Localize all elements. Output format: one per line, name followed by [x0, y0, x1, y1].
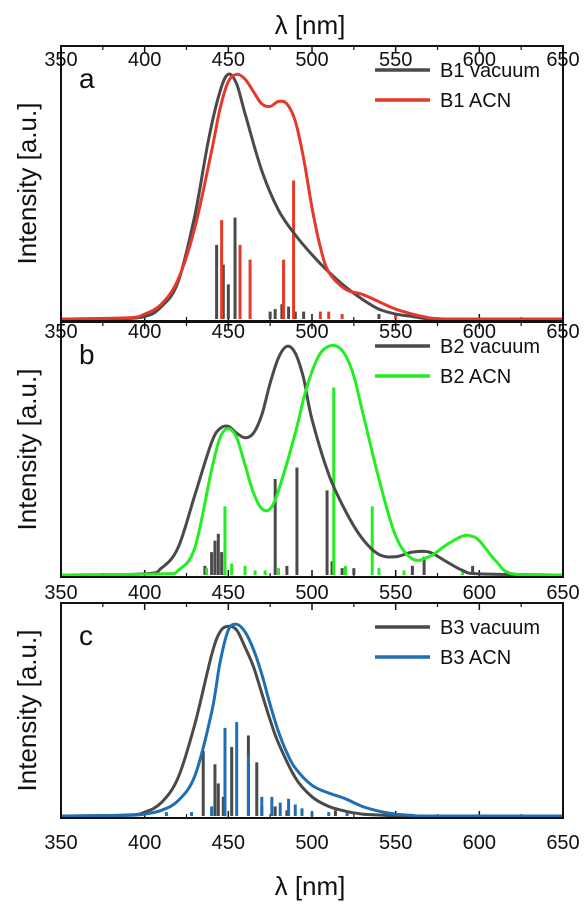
plot-frame — [60, 321, 564, 578]
top-x-tick-label: 350 — [44, 49, 77, 71]
panels-group: 350 400 450 500 550 600 650 350 400 450 500 550 600 6… — [12, 45, 580, 854]
x-tick-label: 550 — [379, 582, 412, 604]
plot-area — [62, 343, 562, 576]
panel-letter: a — [79, 63, 95, 94]
plot-frame — [60, 45, 564, 322]
y-axis-title: Intensity [a.u.] — [12, 630, 42, 792]
x-tick-label: 550 — [379, 832, 412, 854]
legend: B1 vacuum B1 ACN — [375, 60, 540, 112]
series-line-b1-acn — [62, 72, 562, 320]
legend-label: B3 vacuum — [440, 617, 540, 639]
series-line-b3-vacuum — [62, 624, 562, 817]
bottom-x-axis-title: λ [nm] — [275, 871, 346, 901]
x-tick-label: 350 — [44, 582, 77, 604]
panel-b: 350 400 450 500 550 600 650 Intensity [a.u.] b B2… — [12, 321, 580, 604]
x-tick-label: 500 — [295, 321, 328, 343]
x-tick-label: 450 — [212, 832, 245, 854]
top-x-tick-label: 600 — [463, 49, 496, 71]
x-tick-label: 600 — [463, 321, 496, 343]
legend: B3 vacuum B3 ACN — [375, 617, 540, 669]
plot-area — [62, 72, 562, 320]
panel-letter: b — [79, 339, 95, 370]
x-tick-label: 400 — [128, 321, 161, 343]
x-tick-label: 500 — [295, 582, 328, 604]
x-tick-label: 600 — [463, 832, 496, 854]
x-tick-label: 350 — [44, 832, 77, 854]
panel-letter: c — [79, 620, 93, 651]
legend: B2 vacuum B2 ACN — [375, 336, 540, 388]
top-x-tick-label: 500 — [295, 49, 328, 71]
x-tick-label: 400 — [128, 832, 161, 854]
x-tick-label: 450 — [212, 582, 245, 604]
plot-area — [62, 622, 562, 817]
panel-c: 350 400 450 500 550 600 650 Intensity [a.u.] c B3… — [12, 602, 580, 854]
legend-label: B1 ACN — [440, 90, 511, 112]
legend-label: B3 ACN — [440, 647, 511, 669]
x-tick-label: 550 — [379, 321, 412, 343]
top-x-tick-label: 400 — [128, 49, 161, 71]
series-line-b3-acn — [62, 622, 562, 817]
x-tick-label: 600 — [463, 582, 496, 604]
top-x-tick-label: 650 — [546, 49, 579, 71]
top-x-tick-label: 450 — [212, 49, 245, 71]
x-tick-label: 650 — [546, 582, 579, 604]
legend-label: B1 vacuum — [440, 60, 540, 82]
x-tick-label: 650 — [546, 832, 579, 854]
y-axis-title: Intensity [a.u.] — [12, 103, 42, 265]
x-tick-label: 500 — [295, 832, 328, 854]
series-line-b2-acn — [62, 343, 562, 576]
y-axis-title: Intensity [a.u.] — [12, 369, 42, 531]
top-x-tick-label: 550 — [379, 49, 412, 71]
series-line-b2-vacuum — [62, 344, 562, 576]
x-tick-label: 450 — [212, 321, 245, 343]
x-tick-label: 400 — [128, 582, 161, 604]
legend-label: B2 ACN — [440, 366, 511, 388]
top-x-axis-title: λ [nm] — [275, 10, 346, 40]
legend-label: B2 vacuum — [440, 336, 540, 358]
